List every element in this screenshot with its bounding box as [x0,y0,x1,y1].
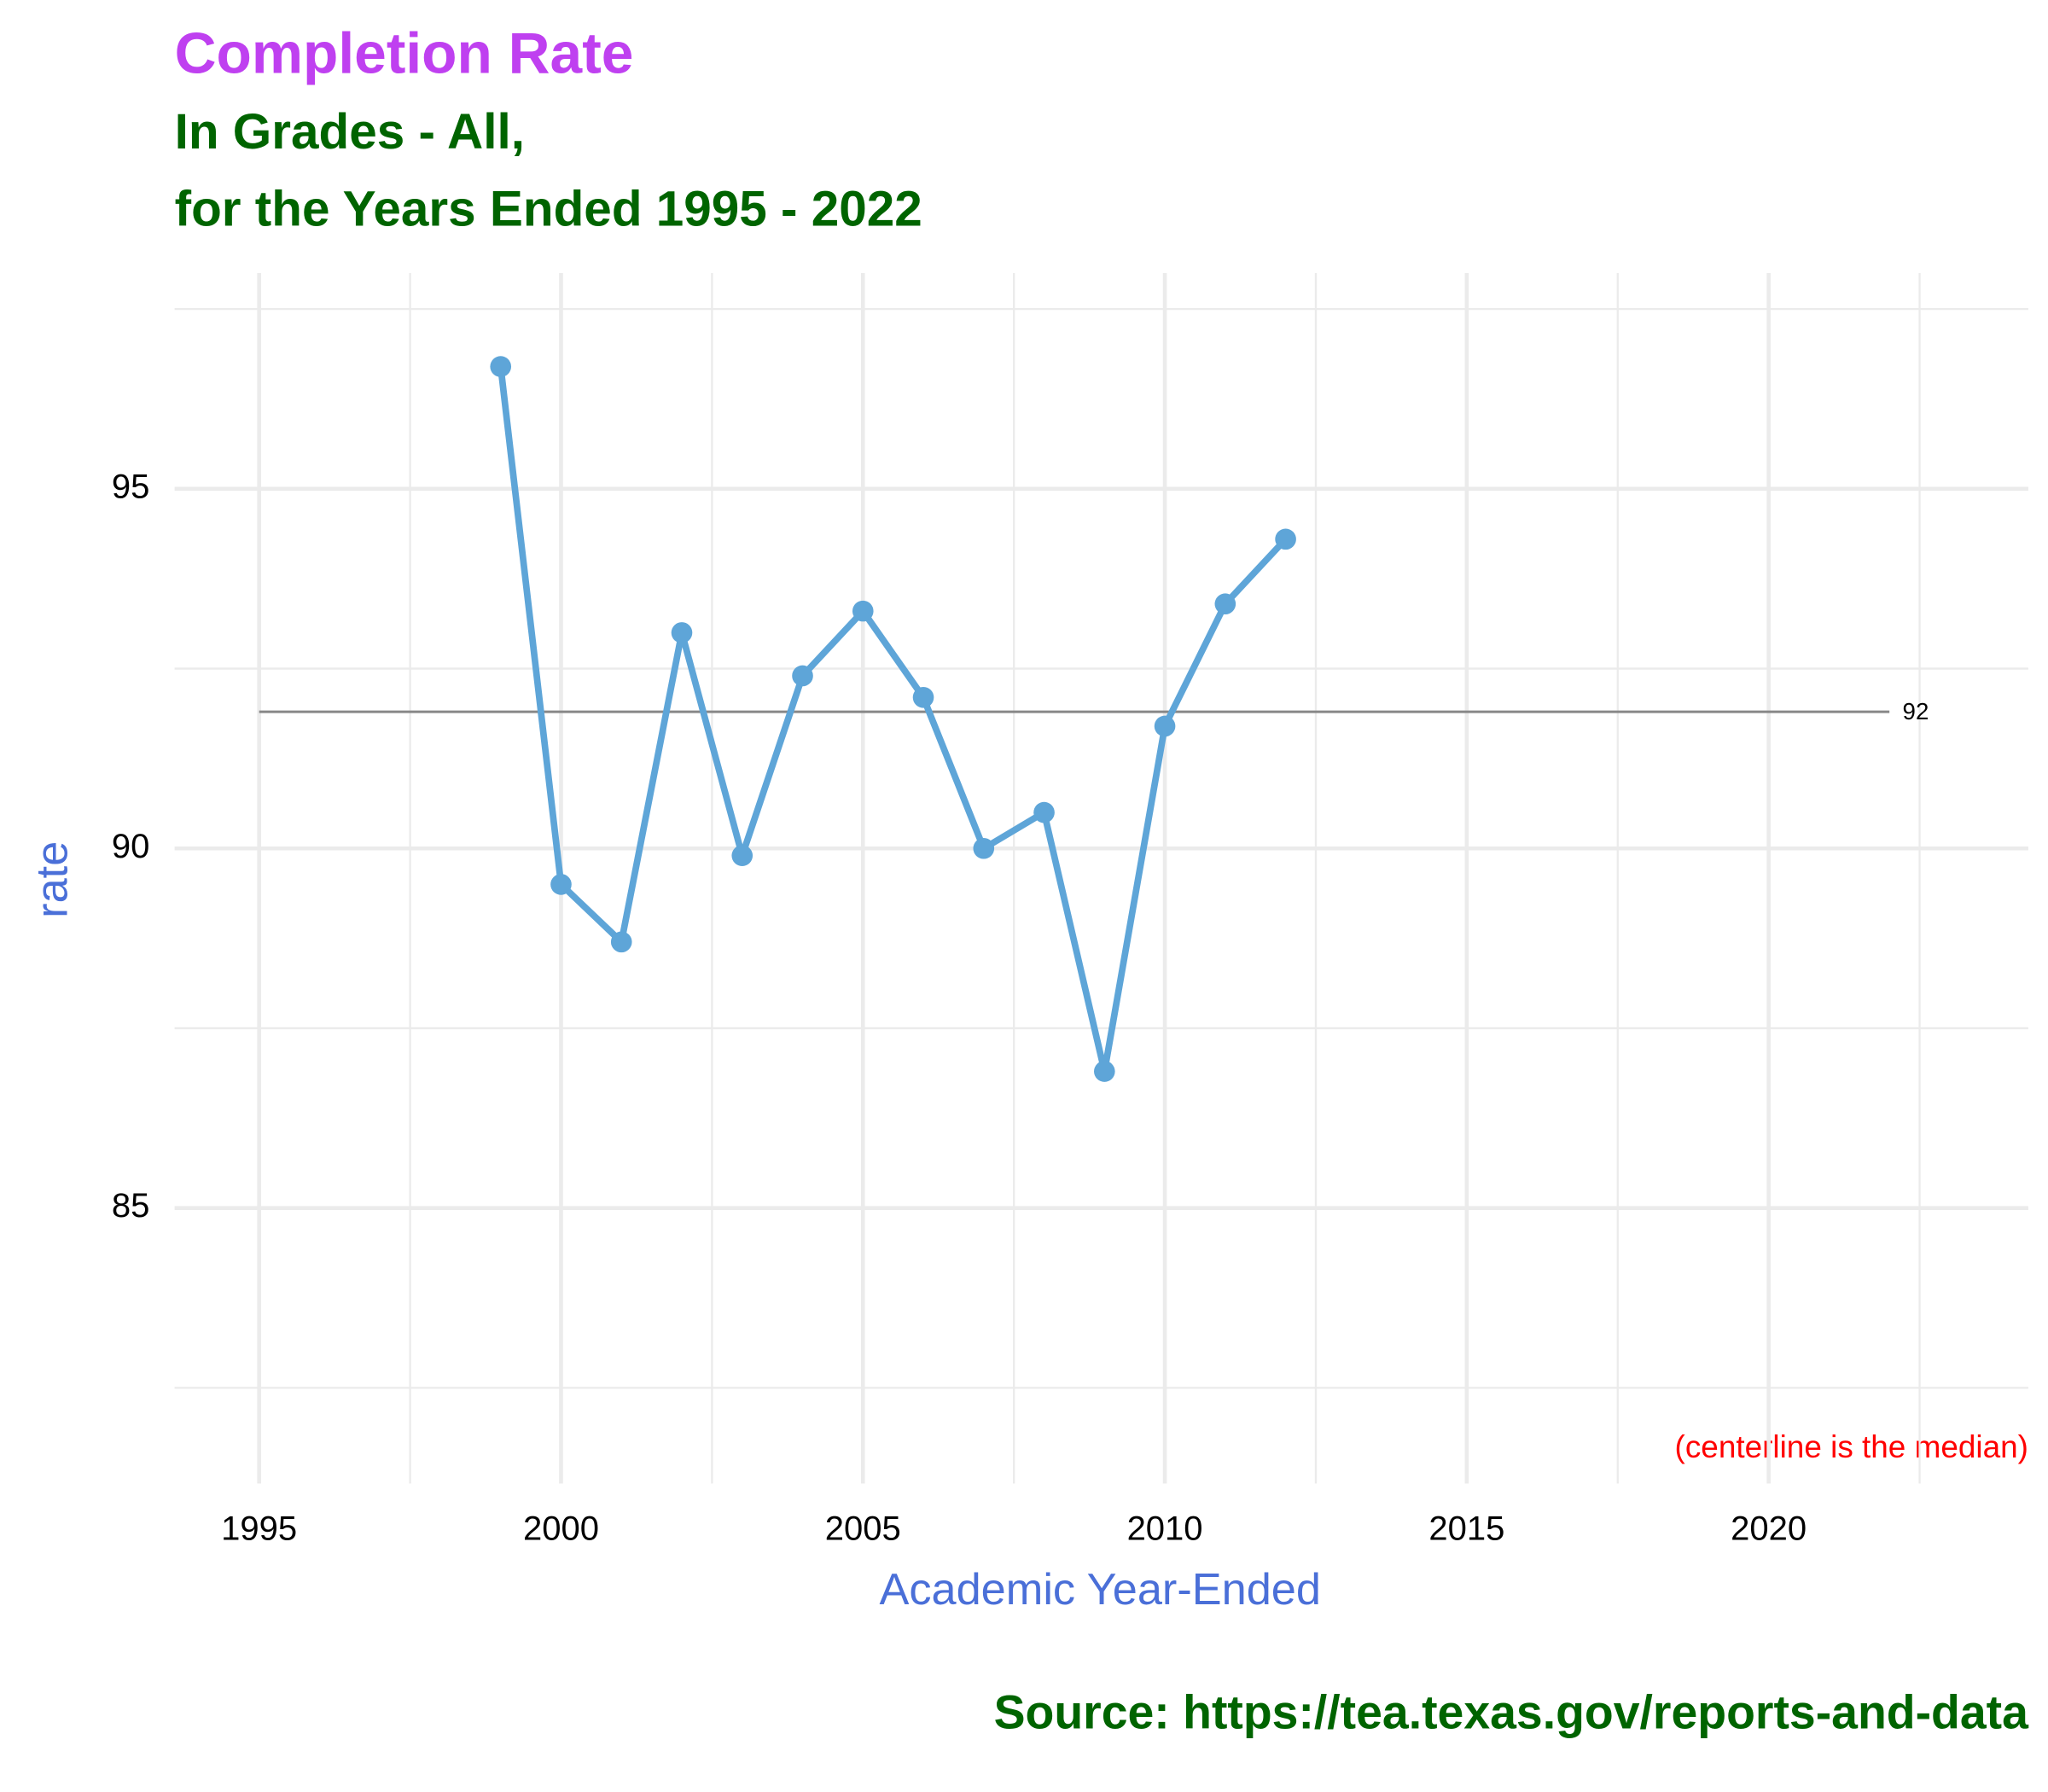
x-tick-label: 2015 [1428,1510,1504,1547]
note: (centerline is the median) [1675,1429,2028,1464]
data-point [1033,801,1055,823]
y-tick-label: 90 [112,828,150,865]
chart-title: Completion Rate [175,22,634,86]
data-point [671,622,693,643]
data-point [852,600,874,622]
caption: Source: https://tea.texas.gov/reports-an… [994,1685,2030,1738]
data-point [1275,528,1296,550]
data-point [973,837,995,859]
data-line [497,366,1289,1075]
chart-subtitle: for the Years Ended 1995 - 2022 [175,182,922,237]
x-axis-label: Academic Year-Ended [879,1565,1321,1615]
data-point [1214,593,1236,615]
data-point [610,931,632,953]
centerline-label: 92 [1903,698,1929,724]
y-tick-label: 85 [112,1187,150,1225]
data-point [1093,1061,1115,1082]
y-tick-label: 95 [112,468,150,505]
x-tick-label: 1995 [221,1510,297,1547]
data-point [912,686,934,708]
x-tick-label: 2000 [523,1510,599,1547]
x-tick-label: 2020 [1731,1510,1807,1547]
x-tick-label: 2005 [825,1510,901,1547]
data-point [792,665,813,687]
chart-subtitle: In Grades - All, [175,104,525,160]
y-axis-label: rate [27,841,77,918]
data-point [550,874,572,895]
x-tick-label: 2010 [1127,1510,1203,1547]
data-point [1154,715,1176,737]
data-point [731,845,753,866]
data-point [490,356,512,377]
